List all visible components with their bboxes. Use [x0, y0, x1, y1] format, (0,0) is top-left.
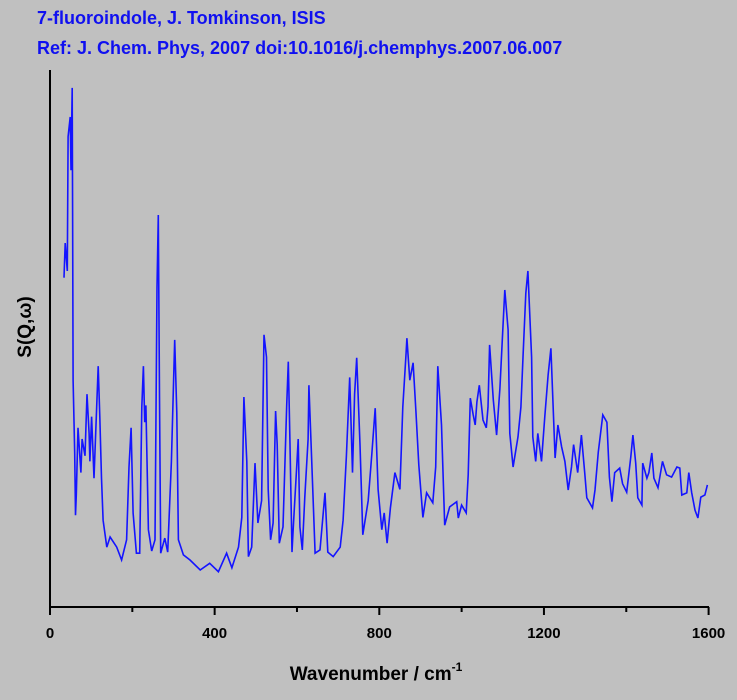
x-tick-label: 1600 — [692, 625, 725, 642]
chart-title: 7-fluoroindole, J. Tomkinson, ISIS — [37, 8, 326, 28]
y-axis-label: S(Q,ω) — [15, 296, 36, 357]
x-axis-ticks — [49, 607, 710, 615]
x-axis-label: Wavenumber / cm-1 — [290, 660, 463, 685]
x-axis-label-superscript: -1 — [452, 660, 463, 674]
x-axis-label-text: Wavenumber / cm — [290, 664, 452, 685]
x-tick-label: 1200 — [527, 625, 560, 642]
x-tick-label: 800 — [367, 625, 392, 642]
x-tick-label: 0 — [46, 625, 54, 642]
x-tick-labels: 0 400 800 1200 1600 — [46, 625, 725, 642]
x-tick-label: 400 — [202, 625, 227, 642]
plot-area — [63, 87, 709, 574]
spectrum-line — [63, 87, 709, 574]
chart-subtitle: Ref: J. Chem. Phys, 2007 doi:10.1016/j.c… — [37, 38, 562, 58]
